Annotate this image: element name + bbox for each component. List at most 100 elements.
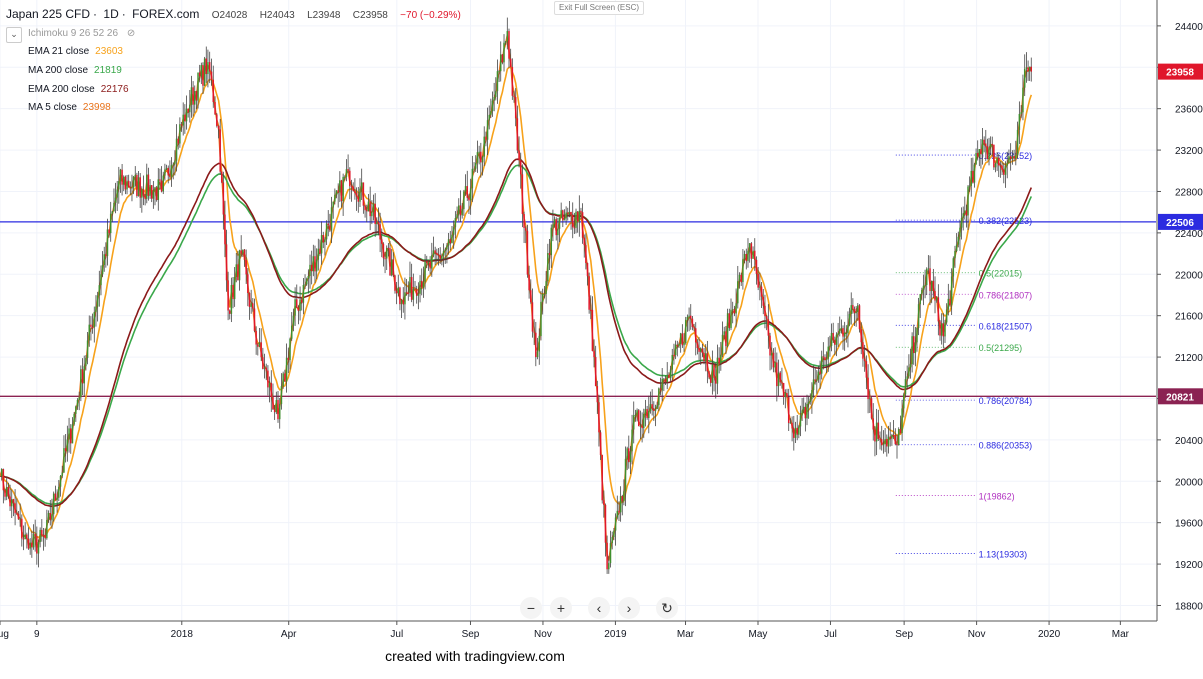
indicator-ma5[interactable]: MA 5 close 23998 bbox=[28, 102, 111, 113]
candle-body bbox=[212, 79, 215, 103]
candle-body bbox=[354, 190, 356, 194]
zoom-out-button[interactable]: − bbox=[520, 597, 542, 619]
candle-body bbox=[511, 67, 514, 96]
candle-body bbox=[698, 348, 700, 352]
indicator-ema21[interactable]: EMA 21 close 23603 bbox=[28, 46, 123, 57]
candle-body bbox=[314, 256, 316, 272]
candle-body bbox=[371, 212, 373, 217]
candle-body bbox=[877, 422, 880, 439]
candle-body bbox=[501, 54, 504, 63]
candle-body bbox=[508, 31, 510, 59]
candle-body bbox=[335, 190, 338, 195]
candle-body bbox=[382, 243, 385, 259]
candle-body bbox=[14, 503, 16, 514]
candle-body bbox=[39, 529, 41, 542]
ichimoku-row[interactable]: Ichimoku 9 26 52 26 ⊘ bbox=[28, 28, 135, 39]
candle-body bbox=[265, 367, 267, 371]
candle-body bbox=[596, 386, 599, 403]
candle-body bbox=[801, 410, 803, 416]
scroll-left-button[interactable]: ‹ bbox=[588, 597, 610, 619]
candle-body bbox=[71, 424, 74, 444]
candle-body bbox=[405, 292, 408, 294]
candle-body bbox=[777, 372, 780, 387]
candle-body bbox=[345, 169, 348, 177]
candle-body bbox=[968, 185, 971, 187]
candle-body bbox=[1006, 162, 1008, 166]
candle-body bbox=[116, 189, 118, 198]
candle-body bbox=[1013, 156, 1015, 159]
candle-body bbox=[24, 534, 26, 540]
price-tick-label: 23600 bbox=[1175, 105, 1203, 116]
reset-chart-button[interactable]: ↻ bbox=[656, 597, 678, 619]
candle-body bbox=[299, 299, 301, 311]
candle-body bbox=[552, 224, 554, 228]
candle-body bbox=[608, 563, 610, 570]
exit-fullscreen-button[interactable]: Exit Full Screen (ESC) bbox=[554, 1, 645, 15]
candle-body bbox=[547, 253, 549, 282]
candle-body bbox=[304, 284, 306, 286]
candle-body bbox=[648, 410, 650, 418]
indicator-ma200[interactable]: MA 200 close 21819 bbox=[28, 65, 122, 76]
candle-body bbox=[538, 336, 541, 352]
candle-body bbox=[192, 87, 194, 105]
candle-body bbox=[626, 448, 628, 459]
eye-off-icon[interactable]: ⊘ bbox=[126, 28, 136, 39]
candle-body bbox=[258, 342, 261, 347]
candle-body bbox=[661, 378, 663, 391]
price-tick-label: 20400 bbox=[1175, 436, 1203, 447]
candle-body bbox=[22, 538, 25, 540]
candle-body bbox=[340, 180, 343, 202]
candle-body bbox=[344, 176, 346, 178]
candle-body bbox=[452, 227, 455, 235]
candle-body bbox=[691, 318, 694, 327]
candle-body bbox=[776, 362, 778, 387]
candle-body bbox=[169, 175, 171, 178]
indicator-ema200[interactable]: EMA 200 close 22176 bbox=[28, 84, 129, 95]
candle-body bbox=[993, 144, 995, 168]
candle-body bbox=[434, 250, 436, 253]
candle-body bbox=[66, 439, 69, 452]
indicator-value: 23998 bbox=[82, 102, 111, 113]
candle-body bbox=[144, 196, 146, 199]
candle-body bbox=[730, 309, 732, 329]
candle-body bbox=[922, 285, 925, 290]
indicator-value: 21819 bbox=[94, 65, 122, 76]
candle-body bbox=[601, 454, 603, 501]
candle-body bbox=[389, 248, 391, 276]
candle-body bbox=[1001, 165, 1003, 171]
candle-body bbox=[51, 514, 53, 521]
candle-body bbox=[983, 139, 985, 144]
candle-body bbox=[203, 58, 206, 86]
candle-body bbox=[222, 182, 225, 215]
candle-body bbox=[42, 535, 45, 537]
legend-collapse-button[interactable]: ⌄ bbox=[6, 27, 22, 43]
candle-body bbox=[565, 212, 567, 219]
price-tick-label: 21600 bbox=[1175, 312, 1203, 323]
candle-body bbox=[422, 281, 425, 288]
candle-body bbox=[243, 249, 246, 260]
candle-body bbox=[16, 513, 18, 515]
candle-body bbox=[157, 179, 160, 201]
candle-body bbox=[723, 331, 725, 335]
candle-body bbox=[466, 186, 469, 198]
time-tick-label: 2019 bbox=[604, 629, 627, 640]
candle-body bbox=[742, 259, 744, 283]
time-tick-label: Apr bbox=[281, 629, 297, 640]
scroll-right-button[interactable]: › bbox=[618, 597, 640, 619]
candle-body bbox=[385, 247, 388, 259]
candle-body bbox=[919, 294, 921, 305]
candle-body bbox=[924, 285, 926, 287]
candle-body bbox=[230, 284, 233, 314]
time-tick-label: 2020 bbox=[1038, 629, 1061, 640]
candle-body bbox=[19, 518, 21, 520]
candle-body bbox=[458, 205, 460, 215]
candle-body bbox=[699, 348, 702, 352]
zoom-in-button[interactable]: + bbox=[550, 597, 572, 619]
candle-body bbox=[649, 404, 652, 411]
candle-body bbox=[651, 404, 653, 409]
time-tick-label: May bbox=[749, 629, 768, 640]
candle-body bbox=[659, 388, 662, 391]
candle-body bbox=[160, 180, 163, 192]
